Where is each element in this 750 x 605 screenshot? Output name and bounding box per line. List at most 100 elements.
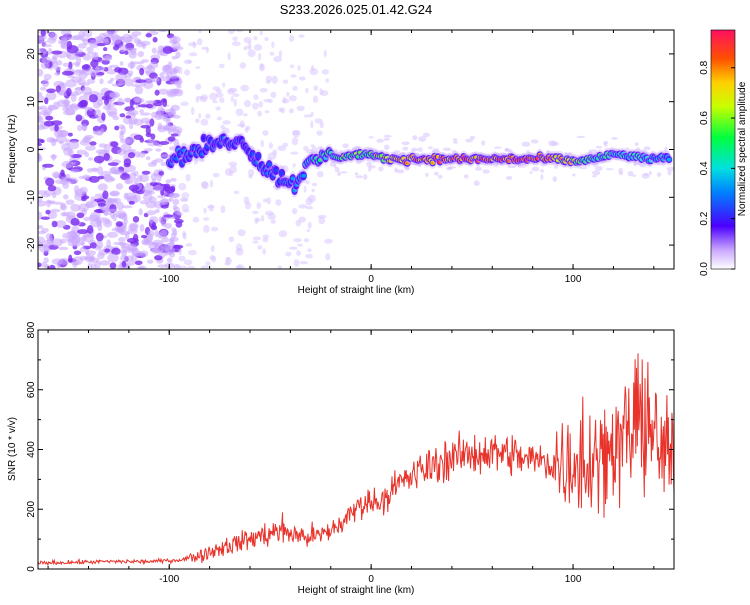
- noise-dot: [117, 149, 127, 156]
- ridge-core: [279, 171, 285, 176]
- noise-dot: [139, 137, 145, 143]
- x-tick-label: 0: [368, 574, 374, 585]
- noise-dot: [170, 133, 179, 137]
- noise-dot: [95, 232, 104, 242]
- noise-dot: [493, 161, 499, 168]
- noise-dot: [116, 201, 124, 211]
- noise-dot: [181, 192, 190, 200]
- noise-dot: [383, 134, 392, 138]
- noise-dot: [235, 108, 244, 117]
- ridge-core: [174, 156, 179, 161]
- noise-dot: [145, 132, 152, 138]
- noise-dot: [188, 249, 197, 256]
- noise-dot: [643, 173, 649, 176]
- noise-dot: [554, 163, 559, 169]
- noise-dot: [656, 172, 662, 178]
- noise-dot: [632, 174, 637, 177]
- noise-dot: [86, 168, 94, 173]
- noise-dot: [38, 115, 44, 124]
- noise-dot: [305, 197, 313, 206]
- noise-dot: [411, 147, 418, 152]
- noise-dot: [172, 204, 178, 211]
- noise-dot: [132, 216, 140, 223]
- noise-dot: [134, 151, 141, 158]
- noise-dot: [67, 52, 78, 61]
- ridge-core: [317, 158, 323, 163]
- noise-dot: [203, 217, 210, 221]
- noise-dot: [184, 69, 191, 76]
- noise-dot: [394, 167, 398, 173]
- noise-dot: [182, 232, 187, 240]
- noise-dot: [305, 180, 310, 185]
- noise-dot: [79, 246, 87, 253]
- noise-dot: [62, 62, 70, 67]
- y-tick-label: 0: [26, 146, 37, 152]
- noise-dot: [442, 147, 452, 151]
- noise-dot: [134, 97, 145, 104]
- noise-dot: [422, 132, 430, 138]
- y-tick-label: -10: [26, 190, 37, 205]
- noise-dot: [119, 113, 126, 118]
- noise-dot: [106, 197, 113, 203]
- noise-dot: [216, 116, 223, 121]
- noise-dot: [191, 106, 195, 115]
- spectrogram-ridge-layer: [165, 130, 673, 198]
- noise-dot: [291, 208, 298, 215]
- noise-dot: [259, 30, 263, 36]
- noise-dot: [618, 167, 623, 174]
- noise-dot: [256, 202, 261, 210]
- noise-dot: [120, 266, 127, 269]
- noise-dot: [383, 144, 390, 151]
- noise-dot: [121, 260, 127, 268]
- noise-dot: [310, 144, 315, 148]
- noise-dot: [293, 259, 300, 267]
- noise-dot: [70, 168, 80, 173]
- noise-dot: [151, 221, 157, 230]
- noise-dot: [80, 38, 87, 42]
- noise-dot: [289, 34, 295, 43]
- noise-dot: [605, 168, 614, 171]
- noise-dot: [127, 152, 136, 159]
- noise-dot: [51, 258, 64, 265]
- noise-dot: [247, 49, 256, 58]
- noise-dot: [120, 242, 131, 249]
- noise-dot: [89, 242, 97, 249]
- noise-dot: [160, 161, 167, 167]
- noise-dot: [56, 129, 69, 138]
- noise-dot: [114, 125, 120, 131]
- noise-dot: [232, 36, 238, 41]
- noise-dot: [125, 47, 138, 51]
- noise-dot: [61, 30, 72, 36]
- noise-dot: [102, 55, 112, 62]
- noise-dot: [233, 98, 237, 107]
- x-tick-label: -100: [159, 574, 179, 585]
- noise-dot: [146, 259, 154, 264]
- noise-dot: [114, 67, 122, 73]
- noise-dot: [55, 220, 67, 228]
- noise-dot: [88, 214, 100, 222]
- snr-panel: -100 0 100 0 200 400 600 800 Height of straigh…: [7, 321, 675, 596]
- noise-dot: [139, 200, 149, 205]
- noise-dot: [38, 36, 44, 44]
- noise-dot: [129, 222, 139, 229]
- noise-dot: [311, 188, 315, 193]
- noise-dot: [227, 30, 236, 34]
- noise-dot: [128, 49, 137, 59]
- noise-dot: [268, 142, 273, 149]
- spectrogram-y-label: Frequency (Hz): [7, 115, 18, 184]
- noise-dot: [51, 238, 63, 247]
- noise-dot: [303, 145, 309, 151]
- noise-dot: [38, 230, 46, 235]
- noise-dot: [317, 146, 323, 150]
- noise-dot: [140, 124, 151, 129]
- noise-dot: [139, 67, 145, 76]
- noise-dot: [183, 259, 193, 266]
- noise-dot: [109, 92, 119, 98]
- noise-dot: [292, 130, 300, 138]
- noise-dot: [78, 203, 89, 212]
- noise-dot: [469, 135, 476, 140]
- noise-dot: [88, 157, 93, 161]
- noise-dot: [163, 214, 174, 218]
- snr-x-label: Height of straight line (km): [298, 585, 415, 596]
- noise-dot: [143, 81, 154, 89]
